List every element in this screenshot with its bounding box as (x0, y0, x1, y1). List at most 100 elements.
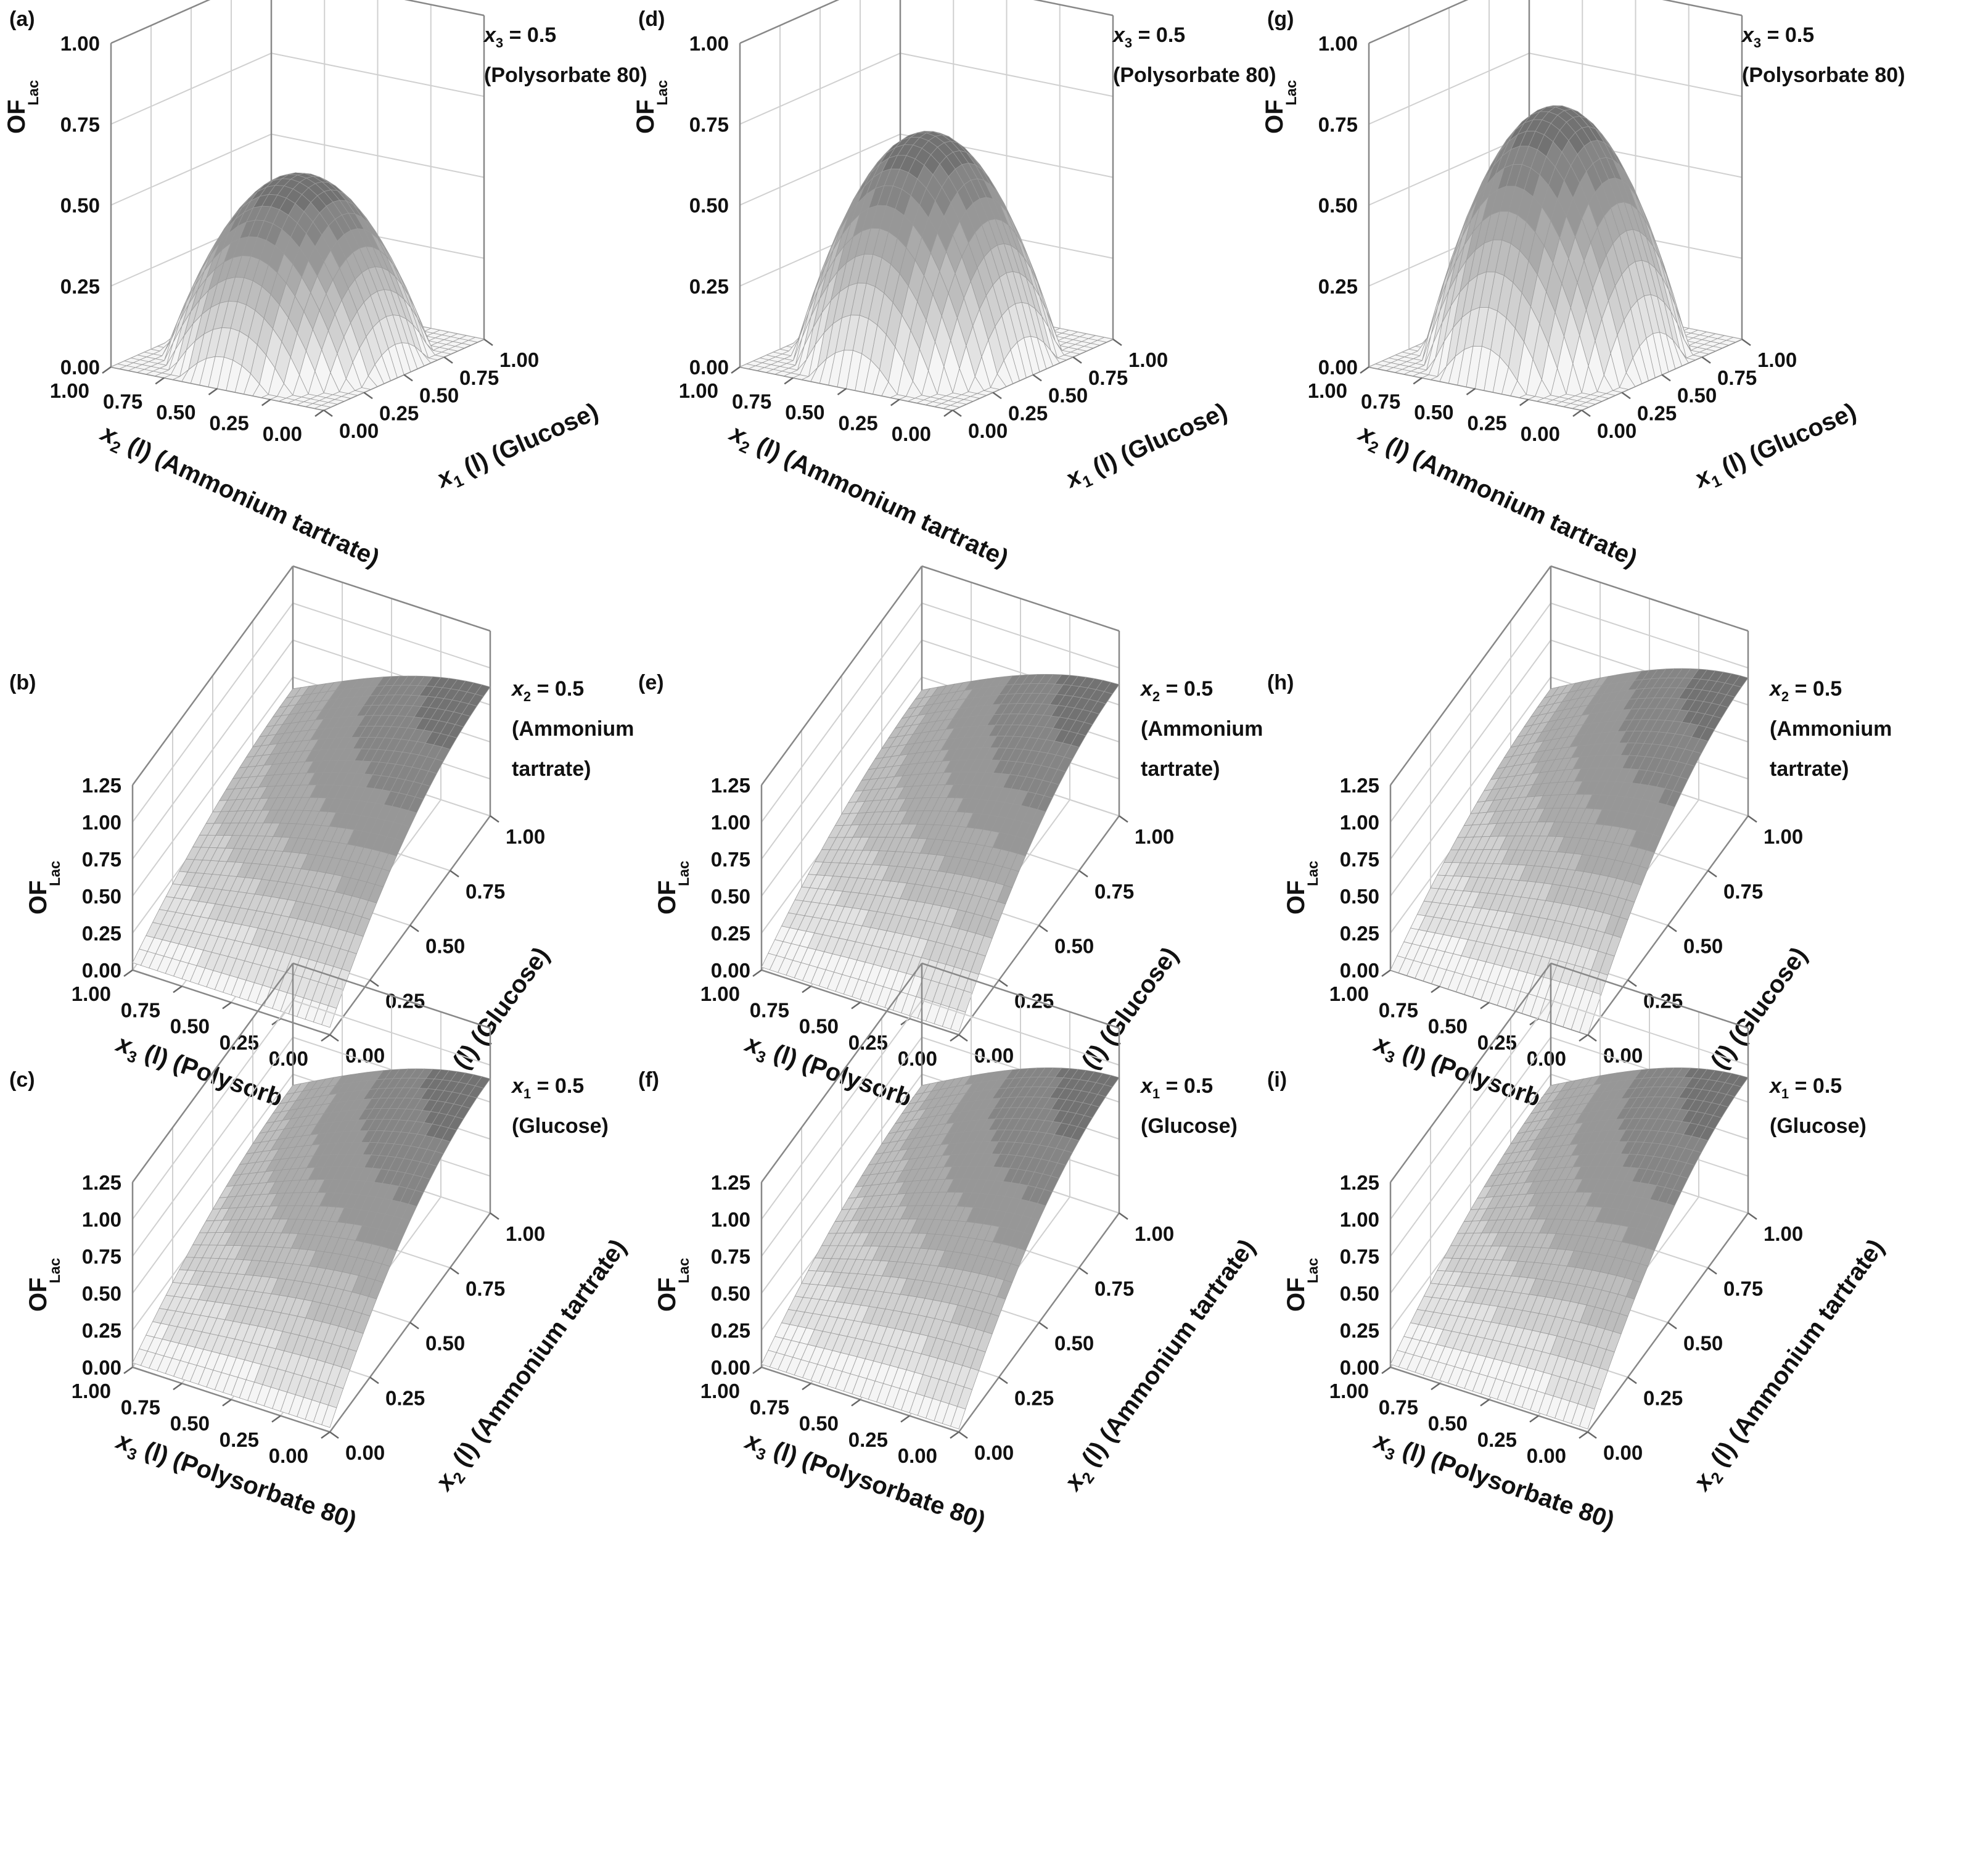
z-tick-label: 1.00 (60, 32, 100, 55)
z-tick-label: 0.50 (82, 885, 121, 908)
left-axis-tick-label: 0.00 (269, 1444, 308, 1467)
fixed-value: = 0.5 (531, 677, 584, 701)
right-axis-tick-label: 0.50 (425, 1332, 465, 1355)
z-tick-label: 0.25 (711, 1319, 750, 1342)
z-axis-label: OF (654, 880, 681, 915)
surface-b (132, 675, 491, 1028)
left-axis-tick-label: 0.00 (1527, 1047, 1566, 1070)
z-tick-label: 1.25 (711, 1171, 750, 1194)
right-axis-tick-label: 0.75 (1717, 366, 1757, 389)
right-axis-tick-label: 0.00 (345, 1441, 385, 1464)
fixed-value: = 0.5 (1761, 23, 1814, 47)
panel-label: (c) (9, 1068, 35, 1092)
fixed-var: x (1768, 677, 1783, 701)
left-axis-tick-label: 0.00 (898, 1047, 937, 1070)
z-axis-label: OF (25, 1277, 52, 1312)
surface-e (761, 673, 1120, 1032)
left-axis-tick-label: 1.00 (700, 1380, 740, 1402)
fixed-variable-note: x2 = 0.5 (1140, 677, 1213, 704)
right-axis-rest: (l) (Glucose) (454, 398, 602, 483)
right-axis-tick-label: 0.00 (345, 1044, 385, 1067)
right-axis-rest: (l) (Ammonium tartrate) (444, 1234, 632, 1477)
panel-label: (i) (1267, 1068, 1287, 1092)
right-axis-tick-label: 0.50 (1677, 384, 1717, 407)
z-tick-label: 1.25 (82, 774, 121, 797)
panel-label: (b) (9, 671, 36, 694)
fixed-var: x (483, 23, 497, 47)
z-tick-label: 0.25 (689, 275, 729, 298)
left-axis-tick-label: 0.25 (848, 1428, 888, 1451)
z-tick-label: 0.25 (82, 1319, 121, 1342)
right-axis-title: x2 (l) (Ammonium tartrate) (430, 1234, 635, 1499)
left-axis-tick-label: 1.00 (72, 982, 111, 1005)
z-tick-label: 1.25 (1340, 1171, 1379, 1194)
z-tick-label: 0.50 (711, 885, 750, 908)
panel-label: (g) (1267, 7, 1294, 31)
left-axis-tick-label: 0.00 (892, 422, 931, 445)
fixed-sub: 3 (1754, 35, 1761, 51)
fixed-sub: 1 (1152, 1086, 1160, 1101)
left-axis-tick-label: 1.00 (700, 982, 740, 1005)
left-axis-tick-label: 0.25 (1477, 1428, 1517, 1451)
fixed-value: = 0.5 (1789, 1074, 1842, 1098)
z-tick-label: 0.50 (60, 194, 100, 217)
left-axis-tick-label: 0.50 (799, 1412, 839, 1435)
left-axis-tick-label: 0.00 (898, 1444, 937, 1467)
fixed-var: x (511, 1074, 525, 1098)
right-axis-tick-label: 0.75 (1088, 366, 1128, 389)
z-tick-label: 0.75 (1340, 848, 1379, 871)
fixed-variable-note: x1 = 0.5 (1768, 1074, 1842, 1101)
fixed-variable-name: (Ammonium (1141, 717, 1263, 741)
right-axis-tick-label: 0.50 (1683, 935, 1723, 958)
z-tick-label: 0.75 (60, 113, 100, 136)
z-axis-label-sub: Lac (1305, 1258, 1321, 1283)
left-axis-title: x2 (l) (Ammonium tartrate) (723, 419, 1013, 576)
z-axis-label-sub: Lac (47, 1258, 64, 1283)
right-axis-rest: (l) (Glucose) (1073, 942, 1184, 1080)
fixed-sub: 1 (1781, 1086, 1789, 1101)
left-axis-rest: (l) (Ammonium tartrate) (118, 429, 384, 572)
left-axis-tick-label: 1.00 (679, 379, 718, 402)
z-tick-label: 1.00 (1340, 1208, 1379, 1231)
right-axis-tick-label: 0.75 (1094, 880, 1134, 903)
fixed-sub: 2 (1781, 689, 1789, 704)
fixed-var: x (1140, 677, 1154, 701)
left-axis-tick-label: 0.75 (1379, 998, 1418, 1021)
fixed-value: = 0.5 (1789, 677, 1842, 701)
right-axis-tick-label: 1.00 (506, 825, 545, 848)
right-axis-tick-label: 1.00 (506, 1222, 545, 1245)
fixed-variable-name-2: tartrate) (512, 757, 591, 781)
z-tick-label: 0.25 (711, 922, 750, 945)
z-tick-label: 0.50 (1318, 194, 1358, 217)
right-axis-tick-label: 0.25 (385, 1386, 425, 1409)
right-axis-rest: (l) (Ammonium tartrate) (1073, 1234, 1261, 1477)
fixed-variable-name: (Glucose) (1770, 1114, 1866, 1138)
z-axis-label-sub: Lac (25, 80, 42, 105)
fixed-variable-note: x1 = 0.5 (511, 1074, 584, 1101)
right-axis-tick-label: 0.00 (974, 1441, 1014, 1464)
right-axis-title: x1 (l) (Glucose) (1061, 398, 1233, 497)
fixed-sub: 2 (524, 689, 531, 704)
z-axis-label: OF (1261, 99, 1288, 134)
panel-label: (h) (1267, 671, 1294, 694)
fixed-sub: 2 (1152, 689, 1160, 704)
surface-g (1368, 105, 1743, 411)
left-axis-tick-label: 0.75 (750, 1396, 789, 1418)
right-axis-tick-label: 1.00 (499, 348, 539, 371)
z-tick-label: 0.00 (711, 959, 750, 982)
left-axis-tick-label: 0.50 (1428, 1412, 1468, 1435)
right-axis-tick-label: 0.75 (1094, 1277, 1134, 1300)
fixed-var: x (1112, 23, 1126, 47)
z-axis-label-sub: Lac (676, 1258, 692, 1283)
fixed-variable-note: x2 = 0.5 (511, 677, 584, 704)
right-axis-tick-label: 0.00 (339, 419, 379, 442)
z-tick-label: 0.75 (82, 1245, 121, 1268)
right-axis-tick-label: 0.25 (1637, 401, 1677, 424)
surface-d (739, 131, 1114, 411)
right-axis-title: x1 (l) (Glucose) (1690, 398, 1862, 497)
left-axis-tick-label: 0.00 (1527, 1444, 1566, 1467)
